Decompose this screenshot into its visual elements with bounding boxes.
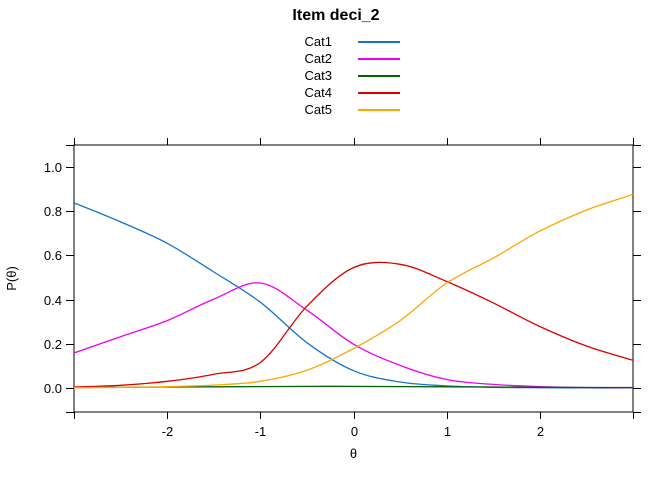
legend-label: Cat2 — [304, 51, 332, 66]
legend-item-cat1: Cat1 — [250, 33, 420, 50]
legend-line-swatch — [358, 91, 400, 94]
plot-border — [73, 144, 634, 413]
legend-label: Cat3 — [304, 68, 332, 83]
legend-item-cat4: Cat4 — [250, 84, 420, 101]
y-tick-label: 1.0 — [44, 160, 62, 175]
legend-item-cat5: Cat5 — [250, 101, 420, 118]
legend: Cat1 Cat2 Cat3 Cat4 Cat5 — [250, 33, 420, 118]
x-axis-label: θ — [350, 446, 357, 461]
y-tick-label: 0.8 — [44, 204, 62, 219]
x-tick-label: 2 — [537, 424, 544, 439]
y-tick-label: 0.0 — [44, 381, 62, 396]
legend-line-swatch — [358, 57, 400, 60]
y-tick-label: 0.2 — [44, 337, 62, 352]
chart-title: Item deci_2 — [292, 7, 380, 24]
curve-cat5 — [74, 193, 633, 389]
legend-label: Cat1 — [304, 34, 332, 49]
legend-item-cat3: Cat3 — [250, 67, 420, 84]
y-axis-label: P(θ) — [4, 266, 19, 291]
y-tick-label: 0.6 — [44, 248, 62, 263]
curve-cat1 — [74, 202, 633, 389]
x-tick-label: -2 — [162, 424, 174, 439]
legend-line-swatch — [358, 74, 400, 77]
legend-item-cat2: Cat2 — [250, 50, 420, 67]
legend-label: Cat5 — [304, 102, 332, 117]
legend-label: Cat4 — [304, 85, 332, 100]
x-tick-label: -1 — [255, 424, 267, 439]
legend-line-swatch — [358, 40, 400, 43]
legend-line-swatch — [358, 108, 400, 111]
x-tick-label: 1 — [444, 424, 451, 439]
y-tick-label: 0.4 — [44, 293, 62, 308]
x-tick-label: 0 — [351, 424, 358, 439]
curve-cat2 — [74, 282, 633, 389]
curve-cat4 — [74, 261, 633, 388]
